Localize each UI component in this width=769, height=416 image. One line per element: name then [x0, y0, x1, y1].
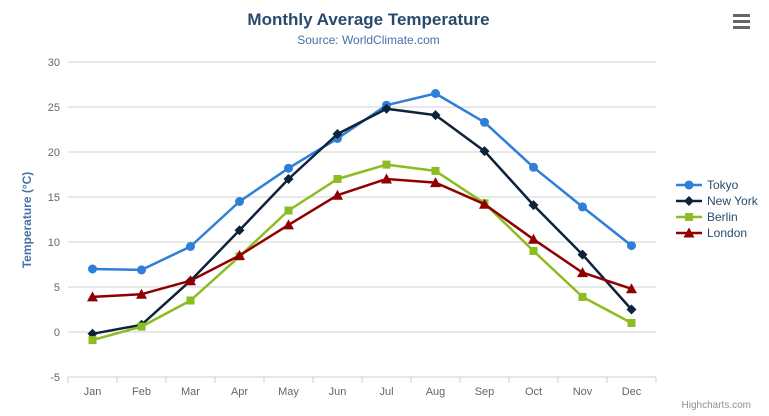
x-tick-label: Apr	[231, 386, 248, 398]
data-point	[284, 163, 293, 173]
data-point	[137, 322, 146, 331]
x-tick-label: Mar	[181, 386, 200, 398]
legend-item-new-york[interactable]: New York	[676, 193, 758, 209]
data-point	[684, 180, 694, 190]
y-tick-label: 5	[54, 282, 60, 294]
data-point	[430, 110, 441, 121]
data-point	[283, 174, 294, 184]
x-tick-label: Jun	[329, 386, 347, 398]
data-point	[137, 265, 146, 275]
legend-item-london[interactable]: London	[676, 225, 758, 241]
data-point	[480, 117, 489, 127]
data-point	[529, 162, 538, 172]
x-tick-label: May	[278, 386, 299, 398]
data-point	[283, 219, 294, 230]
x-axis-ticks	[67, 377, 657, 383]
hamburger-icon	[733, 26, 750, 29]
data-point	[185, 275, 196, 286]
data-point	[683, 227, 695, 238]
square-marker-icon	[676, 213, 702, 221]
data-point	[684, 196, 694, 206]
data-point	[332, 129, 343, 139]
data-point	[186, 242, 195, 251]
data-point	[381, 173, 392, 184]
data-point	[382, 160, 391, 169]
data-point	[88, 264, 97, 274]
circle-marker-icon	[676, 180, 702, 190]
data-point	[333, 175, 342, 183]
data-point	[430, 177, 441, 188]
series-london	[87, 173, 637, 302]
legend-label: New York	[707, 194, 758, 208]
x-tick-label: Oct	[525, 386, 542, 398]
data-point	[479, 146, 490, 157]
data-point	[284, 206, 293, 215]
data-point	[626, 283, 637, 294]
y-tick-label: 0	[54, 327, 60, 339]
x-tick-label: Jul	[379, 386, 393, 398]
data-point	[577, 267, 588, 278]
data-point	[626, 304, 637, 315]
data-point	[431, 166, 440, 175]
y-tick-label: -5	[50, 372, 60, 384]
data-point	[87, 291, 98, 302]
x-tick-label: Sep	[475, 386, 495, 398]
y-tick-label: 10	[48, 237, 60, 249]
series-line	[91, 177, 633, 299]
legend-label: Berlin	[707, 210, 738, 224]
x-tick-label: Jan	[84, 386, 102, 398]
data-point	[234, 225, 245, 236]
y-tick-label: 30	[48, 57, 60, 69]
data-point	[332, 189, 343, 200]
legend-label: London	[707, 226, 748, 240]
data-point	[431, 89, 440, 98]
legend-item-berlin[interactable]: Berlin	[676, 209, 758, 225]
y-tick-label: 20	[48, 147, 60, 159]
legend-item-tokyo[interactable]: Tokyo	[676, 177, 758, 193]
x-tick-label: Feb	[132, 386, 151, 398]
data-point	[479, 198, 490, 209]
series-new-york	[87, 103, 637, 339]
data-point	[578, 292, 587, 301]
x-axis-labels: Jan Feb Mar Apr May Jun Jul Aug Sep Oct Nov Dec	[84, 386, 642, 398]
legend: Tokyo New York Berlin London	[676, 177, 758, 241]
y-tick-label: 15	[48, 192, 60, 204]
data-point	[528, 200, 539, 211]
data-point	[381, 103, 392, 114]
data-point	[685, 213, 693, 221]
data-point	[578, 202, 587, 212]
y-axis-title: Temperature (°C)	[20, 171, 34, 269]
data-point	[627, 319, 636, 327]
chart-subtitle: Source: WorldClimate.com	[297, 33, 440, 47]
x-tick-label: Dec	[622, 386, 642, 398]
x-tick-label: Aug	[426, 386, 446, 398]
data-point	[234, 250, 245, 260]
hamburger-icon	[733, 20, 750, 23]
data-point	[88, 336, 97, 345]
data-point	[577, 249, 588, 260]
y-axis-labels: -5 0 5 10 15 20 25 30	[48, 57, 60, 384]
series-line	[91, 92, 633, 272]
series-line	[91, 163, 633, 342]
x-tick-label: Nov	[573, 386, 593, 398]
gridlines	[68, 61, 656, 378]
diamond-marker-icon	[676, 196, 702, 206]
data-point	[529, 247, 538, 255]
chart-title: Monthly Average Temperature	[247, 10, 490, 29]
data-point	[235, 197, 244, 206]
credits-link[interactable]: Highcharts.com	[681, 400, 751, 411]
data-point	[186, 296, 195, 305]
legend-label: Tokyo	[707, 178, 739, 192]
export-menu-button[interactable]	[733, 14, 753, 29]
data-point	[136, 288, 147, 299]
data-point	[627, 241, 636, 251]
series-tokyo	[88, 89, 636, 275]
data-point	[528, 233, 539, 244]
hamburger-icon	[733, 14, 750, 17]
series-line	[91, 107, 633, 336]
triangle-marker-icon	[676, 227, 702, 238]
y-tick-label: 25	[48, 102, 60, 114]
